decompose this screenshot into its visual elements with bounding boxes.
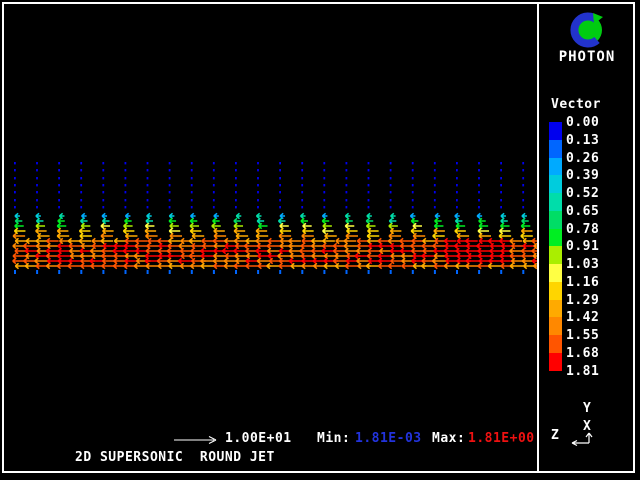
legend-color-block xyxy=(549,246,562,264)
legend-color-block xyxy=(549,193,562,211)
legend-value: 0.65 xyxy=(566,204,599,218)
legend-color-block xyxy=(549,335,562,353)
legend-value: 1.68 xyxy=(566,346,599,360)
legend-value: 0.52 xyxy=(566,186,599,200)
photon-logo-icon xyxy=(539,3,635,49)
legend-color-block xyxy=(549,282,562,300)
reference-scale-value: 1.00E+01 xyxy=(225,432,292,446)
legend-value: 1.81 xyxy=(566,364,599,378)
legend-value: 1.55 xyxy=(566,328,599,342)
min-value: 1.81E-03 xyxy=(355,432,422,446)
app-name: PHOTON xyxy=(539,49,635,65)
legend-value: 1.29 xyxy=(566,293,599,307)
legend-value: 0.78 xyxy=(566,222,599,236)
legend-color-block xyxy=(549,317,562,335)
legend-title: Vector xyxy=(551,97,601,112)
max-value: 1.81E+00 xyxy=(468,432,535,446)
legend-color-block xyxy=(549,300,562,318)
legend-color-block xyxy=(549,353,562,371)
legend-value: 0.39 xyxy=(566,168,599,182)
legend-color-block xyxy=(549,158,562,176)
side-panel: PHOTON Vector 0.00 0.13 0.26 0.39 0.52 0.65 0.… xyxy=(539,3,635,473)
axis-label-x: X xyxy=(583,419,591,434)
legend-value: 1.16 xyxy=(566,275,599,289)
axis-label-y: Y xyxy=(583,401,591,416)
axis-label-z: Z xyxy=(551,428,559,443)
photon-window: 1.00E+01 Min: 1.81E-03 Max: 1.81E+00 2D … xyxy=(0,0,640,480)
max-label: Max: xyxy=(432,432,465,446)
plot-title: 2D SUPERSONIC ROUND JET xyxy=(75,451,275,465)
legend-value: 0.00 xyxy=(566,115,599,129)
legend-color-block xyxy=(549,211,562,229)
axes-orientation-icon: Y X Z xyxy=(539,391,635,461)
legend-value: 0.26 xyxy=(566,151,599,165)
min-label: Min: xyxy=(317,432,350,446)
reference-arrow-icon xyxy=(172,434,232,446)
plot-area: 1.00E+01 Min: 1.81E-03 Max: 1.81E+00 2D … xyxy=(4,4,537,471)
legend-value: 1.03 xyxy=(566,257,599,271)
legend-color-block xyxy=(549,264,562,282)
legend-color-block xyxy=(549,175,562,193)
legend-value: 0.91 xyxy=(566,239,599,253)
legend-value: 0.13 xyxy=(566,133,599,147)
vector-field-canvas[interactable] xyxy=(4,4,537,471)
legend-color-block xyxy=(549,229,562,247)
legend-color-block xyxy=(549,140,562,158)
legend-value: 1.42 xyxy=(566,310,599,324)
legend-color-block xyxy=(549,122,562,140)
